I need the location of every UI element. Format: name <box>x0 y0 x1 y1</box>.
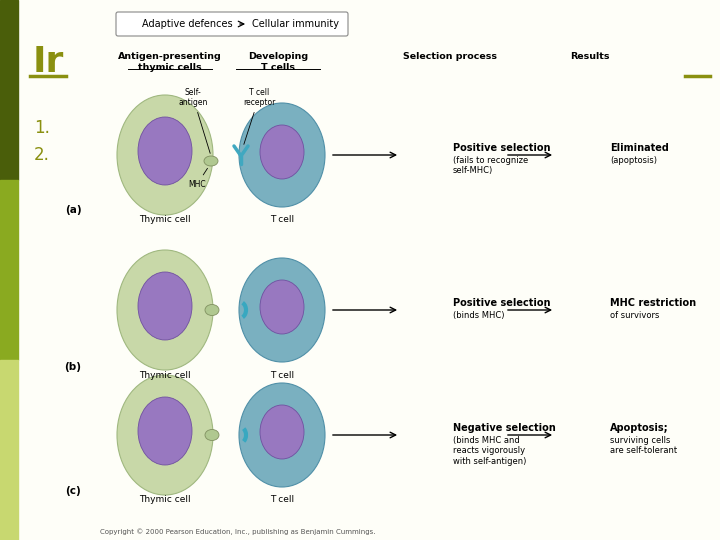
Text: T cell: T cell <box>270 214 294 224</box>
Ellipse shape <box>205 305 219 315</box>
Text: (a): (a) <box>65 205 81 215</box>
Ellipse shape <box>239 103 325 207</box>
Ellipse shape <box>260 405 304 459</box>
Text: Apoptosis;: Apoptosis; <box>610 423 669 433</box>
Text: (b): (b) <box>65 362 81 372</box>
Text: surviving cells
are self-tolerant: surviving cells are self-tolerant <box>610 436 677 455</box>
Ellipse shape <box>138 117 192 185</box>
Text: Developing
T cells: Developing T cells <box>248 52 308 72</box>
Ellipse shape <box>117 375 213 495</box>
Text: (binds MHC and
reacts vigorously
with self-antigen): (binds MHC and reacts vigorously with se… <box>453 436 526 466</box>
Text: Eliminated: Eliminated <box>610 143 669 153</box>
Text: Thymic cell: Thymic cell <box>139 496 191 504</box>
Ellipse shape <box>117 95 213 215</box>
Ellipse shape <box>138 272 192 340</box>
Text: of survivors: of survivors <box>610 311 660 320</box>
Ellipse shape <box>117 250 213 370</box>
Ellipse shape <box>205 429 219 441</box>
FancyBboxPatch shape <box>116 12 348 36</box>
Text: Self-
antigen: Self- antigen <box>179 87 210 153</box>
Ellipse shape <box>260 280 304 334</box>
Text: T cell: T cell <box>270 372 294 381</box>
Text: T cell
receptor: T cell receptor <box>243 87 275 144</box>
Ellipse shape <box>260 125 304 179</box>
Text: Cellular immunity: Cellular immunity <box>252 19 339 29</box>
Text: Thymic cell: Thymic cell <box>139 214 191 224</box>
Ellipse shape <box>239 383 325 487</box>
Ellipse shape <box>239 258 325 362</box>
Ellipse shape <box>204 156 218 166</box>
Text: Results: Results <box>570 52 610 61</box>
Text: MHC: MHC <box>188 168 207 189</box>
Text: MHC restriction: MHC restriction <box>610 298 696 308</box>
Text: Adaptive defences: Adaptive defences <box>142 19 233 29</box>
Ellipse shape <box>138 397 192 465</box>
Bar <box>0 180 18 360</box>
Text: Copyright © 2000 Pearson Education, Inc., publishing as Benjamin Cummings.: Copyright © 2000 Pearson Education, Inc.… <box>100 529 376 535</box>
Text: T cell: T cell <box>270 496 294 504</box>
Text: Ir: Ir <box>32 45 63 79</box>
Text: (apoptosis): (apoptosis) <box>610 156 657 165</box>
Text: Antigen-presenting
thymic cells: Antigen-presenting thymic cells <box>118 52 222 72</box>
Text: Thymic cell: Thymic cell <box>139 372 191 381</box>
Text: (binds MHC): (binds MHC) <box>453 311 505 320</box>
Text: 1.: 1. <box>34 119 50 137</box>
Text: 2.: 2. <box>34 146 50 164</box>
Bar <box>0 360 18 540</box>
Bar <box>0 0 18 180</box>
Text: Selection process: Selection process <box>403 52 497 61</box>
Text: Negative selection: Negative selection <box>453 423 556 433</box>
Text: (fails to recognize
self-MHC): (fails to recognize self-MHC) <box>453 156 528 176</box>
Text: Positive selection: Positive selection <box>453 298 551 308</box>
Text: Positive selection: Positive selection <box>453 143 551 153</box>
Text: (c): (c) <box>65 486 81 496</box>
